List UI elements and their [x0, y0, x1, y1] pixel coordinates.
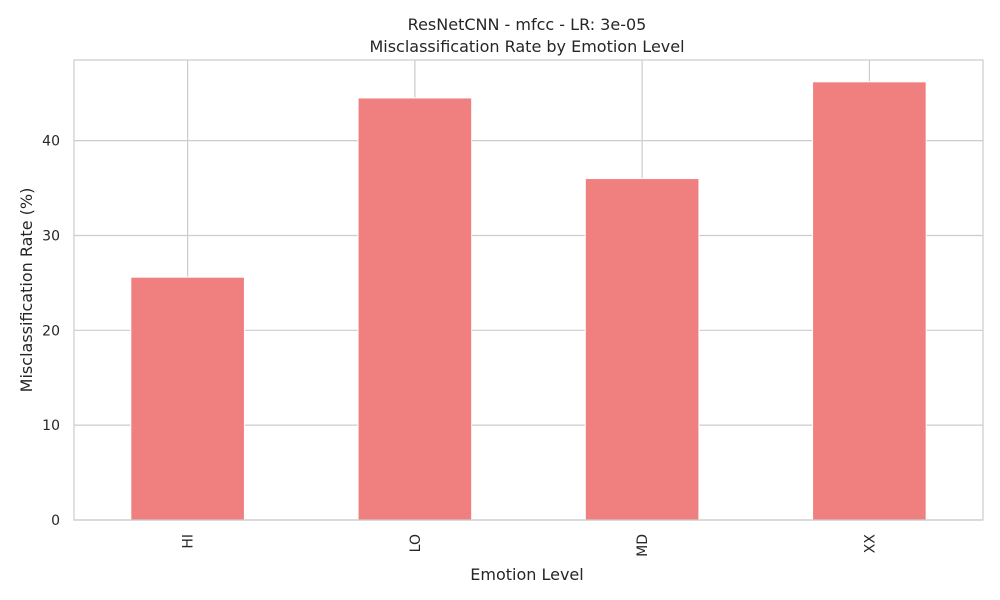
x-axis-label: Emotion Level [470, 565, 583, 584]
x-gridlines [187, 60, 870, 520]
x-tick-labels: HI LO MD XX [181, 534, 879, 557]
x-tick-label: HI [181, 534, 197, 549]
x-tick-label: LO [408, 534, 424, 552]
y-tick-labels: 0 10 20 30 40 [42, 134, 60, 529]
chart-title-line-1: ResNetCNN - mfcc - LR: 3e-05 [408, 15, 647, 34]
x-tick-label: MD [635, 534, 651, 557]
x-tick-label: XX [862, 534, 878, 554]
bar-hi [130, 276, 245, 521]
bar-xx [812, 81, 927, 521]
bar-lo [357, 97, 473, 521]
y-tick-label: 10 [42, 418, 60, 434]
y-tick-label: 30 [42, 228, 60, 244]
y-tick-label: 20 [42, 323, 60, 339]
bars [130, 81, 927, 521]
y-axis-label: Misclassification Rate (%) [17, 188, 36, 393]
bar-md [584, 178, 700, 521]
plot-frame [73, 59, 984, 521]
y-tick-label: 0 [51, 513, 60, 529]
chart-title-line-2: Misclassification Rate by Emotion Level [369, 37, 684, 56]
y-tick-label: 40 [42, 134, 60, 150]
